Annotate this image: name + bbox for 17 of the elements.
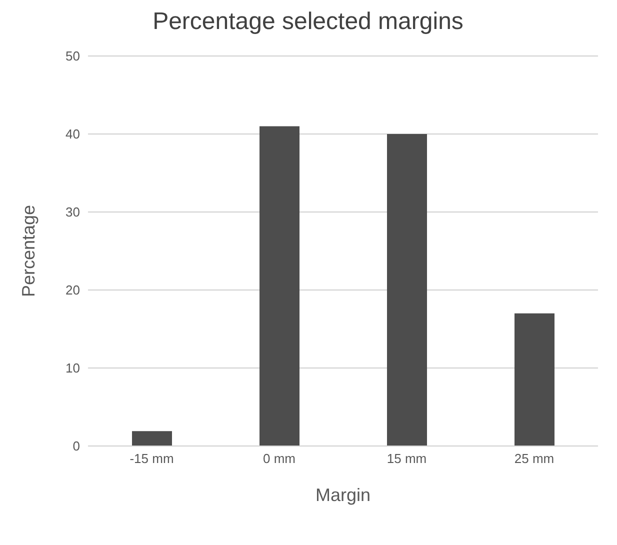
y-tick-label: 10 [66,360,80,376]
y-tick-label: 30 [66,204,80,220]
x-tick-label: 0 mm [263,451,296,466]
x-tick-label: -15 mm [130,451,174,466]
bar [514,313,554,446]
y-tick-label: 0 [72,438,80,454]
bar [132,431,172,446]
x-tick-label: 25 mm [514,451,554,466]
y-tick-label: 50 [66,48,80,64]
y-tick-label: 20 [66,282,80,298]
chart-title: Percentage selected margins [152,8,464,36]
bar [387,134,427,446]
x-tick-label: 15 mm [386,451,427,466]
bar [260,126,300,446]
x-axis-title: Margin [315,485,371,505]
y-tick-label: 40 [66,126,80,142]
y-axis-title: Percentage [18,204,38,298]
